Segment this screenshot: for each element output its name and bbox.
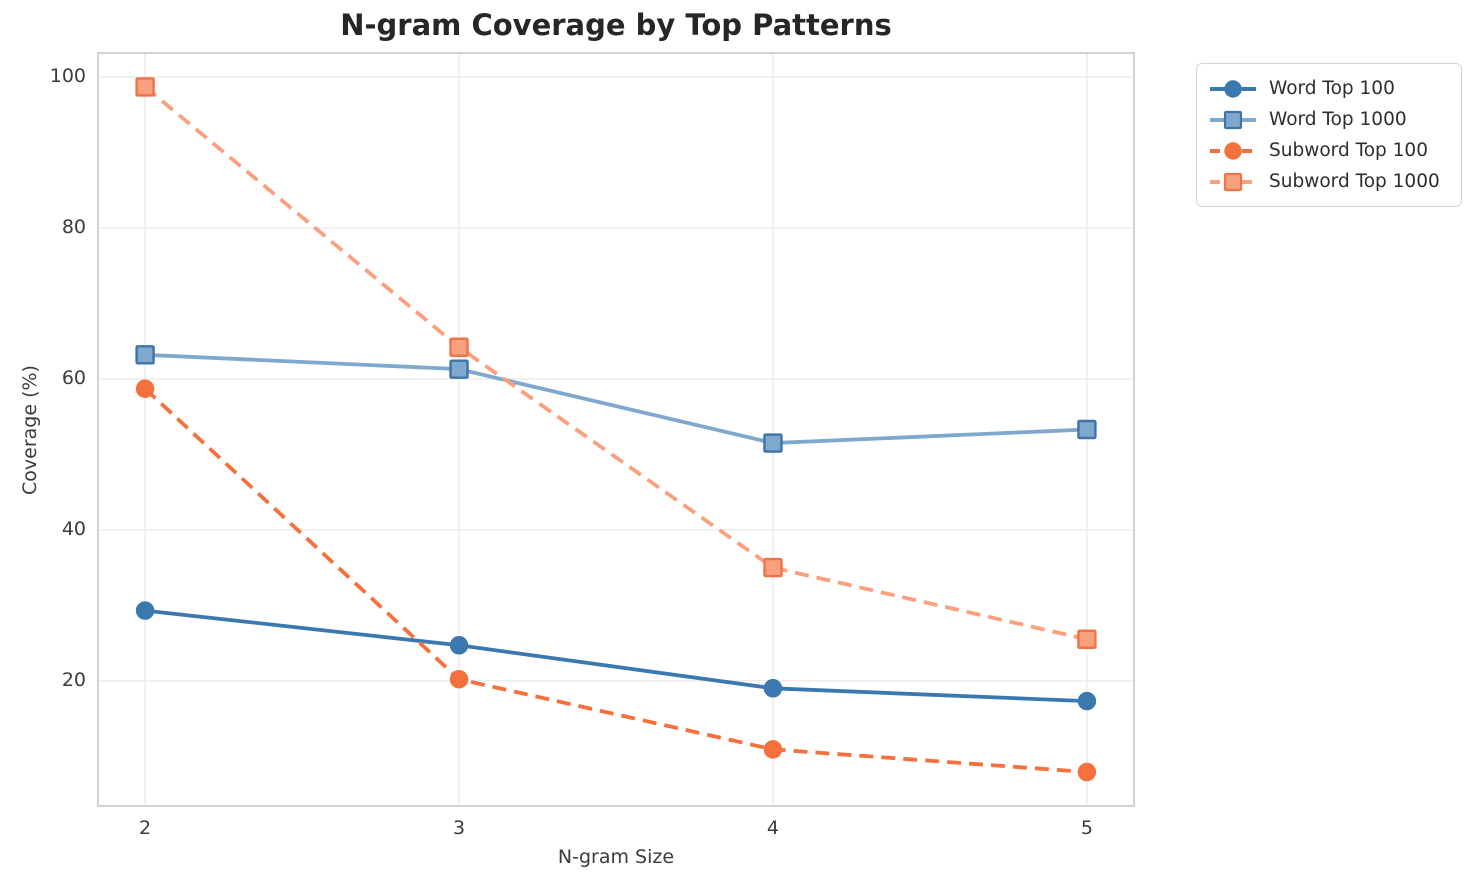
legend-swatch-word-top-1000 <box>1210 110 1256 129</box>
y-tick-label: 100 <box>49 65 86 88</box>
x-tick-label: 3 <box>452 817 466 839</box>
x-tick-label: 5 <box>1080 817 1093 839</box>
y-tick-label: 60 <box>61 366 86 389</box>
data-point-subword-top-100 <box>763 740 783 759</box>
data-point-subword-top-1000 <box>763 557 783 578</box>
legend-label: Word Top 1000 <box>1269 109 1407 130</box>
square-marker-icon <box>1223 172 1243 191</box>
legend-swatch-subword-top-1000 <box>1210 172 1256 191</box>
data-point-word-top-100 <box>135 601 155 620</box>
series-line-subword-top-100 <box>143 387 1088 774</box>
data-point-word-top-1000 <box>1077 419 1097 440</box>
data-point-subword-top-100 <box>135 379 155 399</box>
legend-label: Word Top 100 <box>1269 78 1395 99</box>
axes-spines <box>97 52 1135 807</box>
data-point-subword-top-100 <box>1077 762 1097 782</box>
legend-label: Subword Top 1000 <box>1269 171 1440 192</box>
circle-marker-icon <box>1224 141 1242 160</box>
legend-item-word-top-100: Word Top 100 <box>1207 73 1449 104</box>
data-point-word-top-100 <box>1077 691 1097 711</box>
legend: Word Top 100 Word Top 1000 Subword Top 100… <box>1196 63 1462 207</box>
y-tick-label: 80 <box>61 216 86 239</box>
x-axis-label: N-gram Size <box>557 846 675 868</box>
data-point-word-top-1000 <box>449 359 469 379</box>
x-tick-label: 2 <box>139 817 152 839</box>
series-line-subword-top-1000 <box>143 85 1088 642</box>
legend-swatch-subword-top-100 <box>1210 141 1256 160</box>
legend-swatch-word-top-100 <box>1210 79 1256 98</box>
data-point-subword-top-1000 <box>449 337 469 357</box>
chart-title: N-gram Coverage by Top Patterns <box>340 8 892 42</box>
series-line-word-top-100 <box>144 608 1087 704</box>
data-point-word-top-1000 <box>763 433 783 453</box>
data-point-word-top-100 <box>449 636 469 655</box>
circle-marker-icon <box>1224 79 1242 98</box>
data-point-word-top-100 <box>763 679 783 698</box>
data-point-word-top-1000 <box>135 345 155 365</box>
y-axis-label: Coverage (%) <box>19 365 41 495</box>
series-line-word-top-1000 <box>145 352 1087 445</box>
legend-item-word-top-1000: Word Top 1000 <box>1207 104 1449 135</box>
legend-item-subword-top-100: Subword Top 100 <box>1207 135 1449 166</box>
data-point-subword-top-1000 <box>1077 629 1097 649</box>
data-point-subword-top-1000 <box>135 77 155 97</box>
x-tick-label: 4 <box>766 817 780 839</box>
y-tick-label: 20 <box>61 668 86 691</box>
legend-label: Subword Top 100 <box>1269 140 1428 161</box>
legend-item-subword-top-1000: Subword Top 1000 <box>1207 166 1449 197</box>
y-tick-label: 40 <box>61 517 86 540</box>
data-point-subword-top-100 <box>449 669 469 689</box>
square-marker-icon <box>1223 110 1243 129</box>
